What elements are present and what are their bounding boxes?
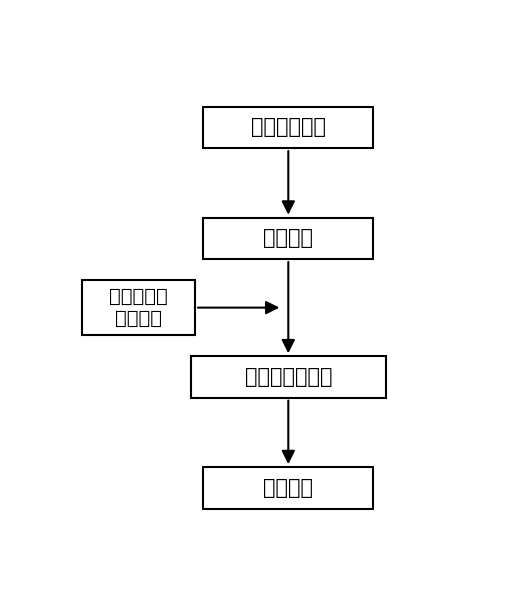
Text: 计算储层孔隙度: 计算储层孔隙度 (245, 367, 332, 387)
Bar (203, 218, 373, 259)
Bar (203, 107, 373, 148)
Bar (82, 280, 195, 335)
Bar (203, 467, 373, 509)
Text: 钻时信息采集: 钻时信息采集 (251, 118, 326, 137)
Bar (191, 356, 385, 398)
Text: 区域性解释
参数选择: 区域性解释 参数选择 (109, 287, 168, 328)
Text: 钻时信息: 钻时信息 (263, 229, 313, 248)
Text: 成果输出: 成果输出 (263, 478, 313, 498)
